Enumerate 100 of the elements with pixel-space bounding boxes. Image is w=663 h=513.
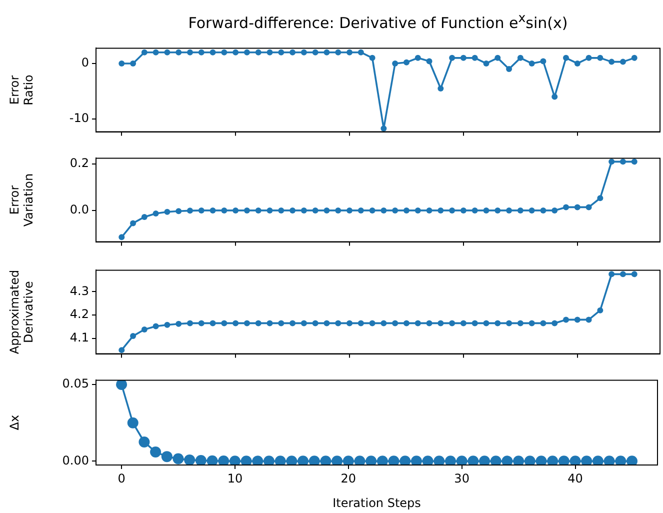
point [274, 456, 286, 465]
point [552, 207, 558, 214]
point [300, 320, 307, 326]
point [232, 49, 239, 56]
point [290, 49, 296, 56]
point [161, 451, 172, 462]
point [369, 320, 376, 326]
point [528, 320, 535, 326]
point [252, 456, 264, 465]
point [266, 49, 273, 56]
point [210, 207, 216, 214]
y-tick-label: 4.2 [70, 307, 89, 322]
point [472, 207, 478, 214]
point [410, 456, 422, 465]
point [586, 316, 592, 323]
point [290, 320, 296, 326]
point [232, 320, 239, 326]
point [187, 49, 193, 56]
point [312, 320, 318, 326]
point [513, 456, 524, 465]
x-axis-title: Iteration Steps [332, 496, 421, 510]
point [266, 207, 273, 214]
point [426, 58, 432, 64]
point [414, 207, 421, 214]
point [324, 320, 330, 326]
point [517, 54, 524, 61]
point [558, 456, 570, 465]
point [141, 326, 148, 333]
point [434, 456, 445, 465]
point [494, 54, 501, 61]
point [426, 207, 432, 214]
point [547, 456, 558, 465]
point [255, 49, 262, 56]
point [479, 456, 490, 465]
point [631, 158, 638, 165]
point [150, 446, 162, 458]
point [164, 322, 170, 328]
point [608, 58, 615, 65]
point [414, 54, 421, 61]
point [403, 59, 410, 66]
point [176, 320, 182, 327]
point [187, 320, 193, 326]
point [438, 85, 444, 92]
point [221, 207, 228, 214]
point [403, 320, 410, 326]
point [592, 456, 604, 465]
point [388, 456, 400, 465]
point [346, 320, 353, 326]
point [552, 320, 558, 326]
point [240, 456, 252, 465]
point [118, 234, 125, 240]
point [335, 49, 342, 56]
point [346, 49, 353, 56]
point [392, 207, 398, 214]
point [449, 320, 456, 326]
point [631, 271, 638, 278]
point [354, 456, 366, 465]
point [324, 207, 330, 214]
y-axis-title: Δx [7, 414, 22, 430]
point [540, 320, 546, 326]
point [528, 60, 535, 66]
point [312, 49, 318, 56]
point [176, 49, 182, 56]
point [581, 456, 592, 465]
point [308, 456, 320, 465]
point [597, 307, 604, 314]
point [206, 455, 218, 465]
point [286, 456, 298, 465]
point [608, 271, 615, 278]
point [540, 58, 546, 64]
y-tick-label: 0.0 [70, 202, 89, 217]
point [312, 207, 318, 214]
point [172, 453, 184, 464]
point [472, 320, 478, 326]
point [358, 320, 364, 326]
point [369, 54, 376, 61]
point [335, 207, 342, 214]
point [604, 456, 615, 465]
point [198, 207, 204, 214]
point [563, 204, 569, 210]
point [586, 54, 592, 61]
point [586, 204, 592, 210]
y-tick-label: 0.05 [62, 376, 89, 391]
point [483, 320, 490, 326]
point [300, 207, 307, 214]
point [141, 214, 148, 220]
point [528, 207, 535, 214]
point [342, 456, 354, 465]
point [298, 456, 309, 465]
point [278, 49, 284, 56]
point [195, 455, 206, 465]
point [164, 49, 170, 56]
point [376, 456, 388, 465]
point [472, 54, 478, 61]
point [483, 60, 490, 66]
point [320, 456, 332, 465]
point [468, 456, 479, 465]
point [574, 316, 580, 323]
point [615, 456, 626, 465]
point [574, 204, 580, 210]
